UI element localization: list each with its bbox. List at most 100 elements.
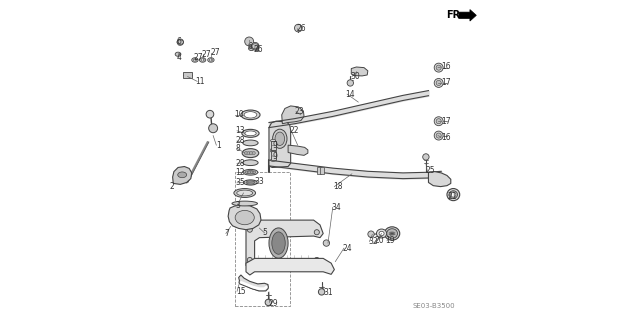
Circle shape bbox=[247, 152, 250, 155]
Text: 3: 3 bbox=[236, 201, 241, 210]
Text: 20: 20 bbox=[375, 236, 385, 245]
Text: 11: 11 bbox=[196, 77, 205, 86]
Ellipse shape bbox=[192, 58, 198, 62]
Text: 27: 27 bbox=[202, 50, 212, 59]
Text: 23: 23 bbox=[294, 107, 304, 116]
Circle shape bbox=[247, 227, 252, 232]
Ellipse shape bbox=[200, 58, 206, 62]
Circle shape bbox=[434, 131, 443, 140]
Polygon shape bbox=[246, 258, 334, 275]
Circle shape bbox=[319, 289, 324, 295]
Text: 22: 22 bbox=[290, 126, 299, 135]
Ellipse shape bbox=[271, 150, 276, 152]
Ellipse shape bbox=[208, 58, 214, 62]
Text: 17: 17 bbox=[441, 117, 451, 126]
Text: 12: 12 bbox=[236, 168, 245, 177]
Text: 15: 15 bbox=[236, 287, 246, 296]
Ellipse shape bbox=[242, 149, 259, 158]
Ellipse shape bbox=[248, 46, 254, 51]
Text: 16: 16 bbox=[441, 63, 451, 71]
Ellipse shape bbox=[447, 189, 460, 201]
Text: FR.: FR. bbox=[446, 10, 464, 20]
Text: 31: 31 bbox=[324, 288, 333, 297]
Ellipse shape bbox=[241, 110, 260, 120]
Circle shape bbox=[243, 216, 249, 223]
Polygon shape bbox=[428, 172, 451, 187]
Text: 6: 6 bbox=[177, 37, 181, 46]
Text: 27: 27 bbox=[211, 48, 220, 57]
Text: 9: 9 bbox=[272, 141, 277, 150]
Circle shape bbox=[436, 65, 441, 70]
Text: 35: 35 bbox=[236, 178, 245, 187]
Polygon shape bbox=[351, 67, 368, 76]
Text: 7: 7 bbox=[224, 229, 229, 238]
Text: 28: 28 bbox=[236, 137, 245, 145]
Ellipse shape bbox=[178, 172, 187, 178]
Circle shape bbox=[434, 63, 443, 72]
Text: 8: 8 bbox=[236, 144, 240, 153]
Text: SE03-B3500: SE03-B3500 bbox=[413, 303, 455, 308]
Ellipse shape bbox=[272, 232, 285, 254]
Bar bbox=[234, 172, 291, 306]
Text: 6: 6 bbox=[248, 42, 252, 51]
Circle shape bbox=[177, 39, 184, 45]
Text: 21: 21 bbox=[447, 192, 457, 201]
Text: 13: 13 bbox=[236, 126, 245, 135]
Ellipse shape bbox=[244, 131, 256, 136]
Polygon shape bbox=[269, 121, 291, 167]
Circle shape bbox=[244, 152, 248, 155]
Circle shape bbox=[436, 80, 441, 85]
Text: 4: 4 bbox=[255, 45, 259, 54]
Circle shape bbox=[451, 192, 456, 197]
Text: 14: 14 bbox=[346, 90, 355, 99]
Circle shape bbox=[248, 171, 250, 174]
Text: 26: 26 bbox=[253, 45, 262, 54]
Text: 29: 29 bbox=[268, 299, 278, 308]
Text: 24: 24 bbox=[342, 244, 352, 253]
Text: 4: 4 bbox=[177, 53, 181, 62]
Circle shape bbox=[206, 110, 214, 118]
Ellipse shape bbox=[243, 169, 258, 175]
Circle shape bbox=[252, 152, 255, 155]
Ellipse shape bbox=[234, 189, 255, 197]
Polygon shape bbox=[173, 167, 192, 184]
Circle shape bbox=[250, 171, 253, 174]
Ellipse shape bbox=[201, 59, 204, 61]
Ellipse shape bbox=[269, 228, 288, 258]
Ellipse shape bbox=[449, 191, 458, 198]
Text: 32: 32 bbox=[369, 237, 378, 246]
Ellipse shape bbox=[387, 229, 397, 238]
Circle shape bbox=[252, 42, 259, 50]
Circle shape bbox=[294, 24, 302, 32]
Bar bbox=[271, 141, 276, 150]
Text: 27: 27 bbox=[193, 53, 203, 62]
Ellipse shape bbox=[193, 59, 196, 61]
Bar bbox=[317, 167, 321, 174]
Ellipse shape bbox=[246, 171, 255, 174]
Ellipse shape bbox=[379, 231, 384, 236]
Text: 33: 33 bbox=[255, 177, 264, 186]
Ellipse shape bbox=[275, 132, 285, 145]
Circle shape bbox=[209, 124, 218, 133]
Text: 17: 17 bbox=[441, 78, 451, 87]
Bar bbox=[320, 167, 324, 174]
Text: 25: 25 bbox=[426, 166, 436, 175]
Circle shape bbox=[250, 152, 253, 155]
Text: 28: 28 bbox=[236, 159, 245, 168]
Circle shape bbox=[314, 257, 319, 263]
Polygon shape bbox=[239, 275, 268, 291]
Text: 1: 1 bbox=[216, 141, 221, 150]
Ellipse shape bbox=[271, 148, 276, 151]
Ellipse shape bbox=[271, 139, 276, 142]
Text: 5: 5 bbox=[262, 228, 268, 237]
Circle shape bbox=[436, 133, 441, 138]
Circle shape bbox=[347, 80, 353, 86]
Ellipse shape bbox=[237, 190, 253, 196]
Ellipse shape bbox=[244, 180, 257, 185]
Ellipse shape bbox=[385, 227, 400, 240]
Polygon shape bbox=[282, 106, 304, 124]
Ellipse shape bbox=[243, 140, 258, 146]
Bar bbox=[183, 72, 192, 78]
Polygon shape bbox=[228, 205, 261, 230]
Text: 2: 2 bbox=[170, 182, 174, 191]
